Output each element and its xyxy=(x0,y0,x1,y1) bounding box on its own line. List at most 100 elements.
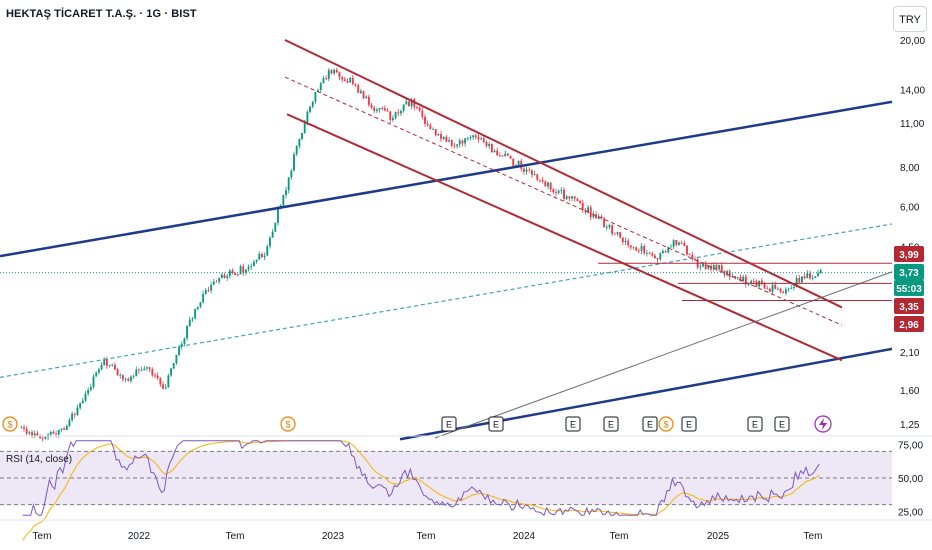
candle-body xyxy=(23,427,25,429)
candle-body xyxy=(782,292,785,294)
candle-body xyxy=(263,255,266,258)
currency-button[interactable]: TRY xyxy=(893,6,927,32)
time-tick: 2022 xyxy=(128,531,151,542)
e-square-icon: E xyxy=(681,416,697,432)
candle-body xyxy=(116,369,119,376)
candle-body xyxy=(293,154,295,171)
rsi-tick: 25,00 xyxy=(898,507,923,518)
candle-body xyxy=(338,72,341,78)
candle-body xyxy=(659,253,662,260)
candle-body xyxy=(65,425,68,430)
candle-body xyxy=(330,70,333,74)
candle-body xyxy=(397,112,400,114)
candle-body xyxy=(568,196,571,199)
candle-body xyxy=(274,222,277,232)
candle-body xyxy=(303,121,306,133)
rsi-pane: RSI (14, close) xyxy=(0,440,892,541)
candle-body xyxy=(699,266,702,268)
candle-body xyxy=(196,306,199,310)
candle-body xyxy=(113,364,116,370)
price-tag-bg xyxy=(894,298,924,314)
candle-body xyxy=(44,436,47,439)
candle-body xyxy=(220,274,223,279)
candle-body xyxy=(247,266,250,270)
earnings-marker xyxy=(441,416,457,432)
candle-body xyxy=(130,376,132,381)
candle-body xyxy=(408,101,410,107)
candle-body xyxy=(210,284,213,291)
candle-body xyxy=(683,242,686,246)
candle-body xyxy=(73,413,76,415)
candle-body xyxy=(170,368,172,376)
candle-body xyxy=(250,266,253,267)
candle-body xyxy=(635,247,638,251)
candle-body xyxy=(723,270,726,275)
candle-body xyxy=(573,196,576,199)
lightning-glyph xyxy=(819,418,827,430)
candle-body xyxy=(744,276,747,285)
candle-body xyxy=(327,70,330,79)
candle-body xyxy=(87,389,90,394)
candle-body xyxy=(552,189,555,193)
candle-body xyxy=(766,288,769,290)
earnings-marker xyxy=(747,416,763,432)
candle-body xyxy=(373,107,376,111)
candle-body xyxy=(712,265,715,270)
earnings-marker xyxy=(603,416,619,432)
candle-body xyxy=(522,168,525,172)
candle-body xyxy=(779,288,782,293)
candle-body xyxy=(207,289,210,291)
candle-body xyxy=(549,182,552,190)
earnings-marker xyxy=(565,416,581,432)
earnings-glyph: E xyxy=(752,420,758,430)
candle-body xyxy=(319,83,322,90)
candle-body xyxy=(79,403,82,408)
candle-body xyxy=(621,237,624,243)
candle-body xyxy=(450,140,453,146)
candle-body xyxy=(667,246,670,253)
candle-body xyxy=(656,258,659,260)
candle-body xyxy=(750,280,753,284)
candle-body xyxy=(440,134,442,139)
price-tag: 3,35 xyxy=(894,298,924,314)
candle-body xyxy=(517,160,520,165)
candle-body xyxy=(138,369,140,371)
candle-body xyxy=(565,196,568,199)
candle-body xyxy=(55,433,58,435)
earnings-glyph: E xyxy=(493,420,499,430)
candle-body xyxy=(215,281,218,283)
rsi-tick: 75,00 xyxy=(898,441,923,452)
candle-body xyxy=(648,252,651,254)
candle-body xyxy=(239,266,242,275)
candle-body xyxy=(560,189,563,191)
earnings-glyph: E xyxy=(686,420,692,430)
candle-body xyxy=(464,138,467,144)
candle-body xyxy=(768,288,771,292)
candle-body xyxy=(531,170,533,175)
candle-body xyxy=(691,254,694,260)
candle-body xyxy=(413,99,416,108)
candle-body xyxy=(720,265,723,271)
candle-body xyxy=(686,245,688,255)
candle-body xyxy=(349,77,352,83)
candle-body xyxy=(472,135,475,138)
candle-body xyxy=(563,189,565,199)
candle-body xyxy=(760,280,763,284)
candle-body xyxy=(186,326,189,339)
price-tick: 6,00 xyxy=(900,203,920,214)
candle-body xyxy=(426,123,429,126)
candle-body xyxy=(39,436,41,438)
candle-body xyxy=(402,104,405,112)
candle-body xyxy=(151,369,154,376)
candle-body xyxy=(814,276,817,278)
candle-body xyxy=(547,182,549,187)
candle-body xyxy=(469,137,472,139)
time-tick: Tem xyxy=(33,531,52,542)
candle-body xyxy=(175,354,178,364)
candle-body xyxy=(341,77,344,80)
candle-body xyxy=(105,358,108,366)
candle-body xyxy=(640,245,643,251)
candle-body xyxy=(306,111,309,122)
candle-body xyxy=(811,277,814,279)
